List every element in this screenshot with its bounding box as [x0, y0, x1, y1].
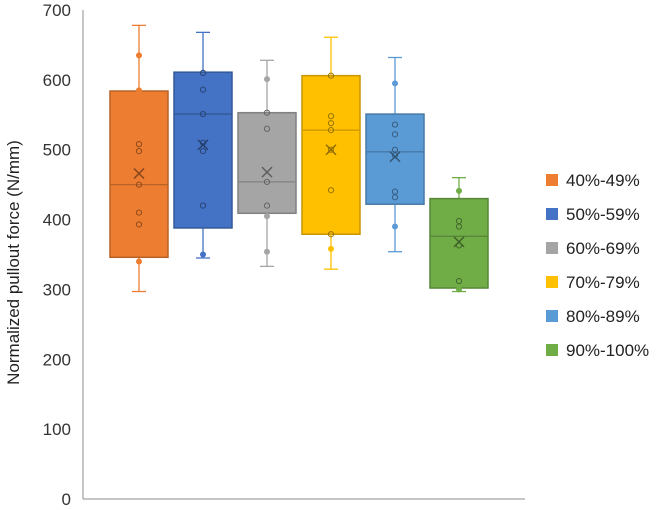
data-point [263, 178, 271, 185]
data-point [391, 188, 399, 195]
y-tick-label: 300 [43, 280, 71, 299]
data-point [136, 52, 142, 59]
data-point [263, 125, 271, 132]
legend-label: 40%-49% [566, 171, 640, 190]
data-point [135, 148, 143, 155]
data-point [135, 221, 143, 228]
data-point [135, 141, 143, 148]
data-point [199, 69, 207, 76]
mean-marker [453, 236, 465, 248]
box-iqr [173, 71, 233, 229]
y-tick-label: 0 [62, 490, 71, 509]
box-series [301, 36, 361, 270]
data-point [327, 127, 335, 134]
data-point [392, 223, 398, 230]
mean-marker [197, 139, 209, 151]
box-iqr [237, 111, 297, 215]
box-series [173, 31, 233, 259]
data-point [392, 80, 398, 87]
legend-label: 90%-100% [566, 341, 649, 360]
box-series [429, 177, 489, 293]
data-point [264, 76, 270, 83]
mean-marker [133, 167, 145, 179]
data-point [328, 245, 334, 252]
box-series-group [109, 24, 489, 293]
data-point [136, 87, 142, 94]
data-point [135, 181, 143, 188]
data-point [199, 110, 207, 118]
data-point [264, 248, 270, 255]
box-series [109, 24, 169, 293]
data-point [455, 277, 463, 285]
legend-label: 50%-59% [566, 205, 640, 224]
data-point [391, 121, 399, 128]
y-axis-title: Normalized pullout force (N/mm) [4, 140, 23, 385]
data-point [199, 202, 207, 209]
legend-label: 70%-79% [566, 273, 640, 292]
mean-marker [261, 166, 273, 178]
legend: 40%-49% 50%-59% 60%-69% 70%-79% 80%-89% 90%-1… [546, 171, 649, 360]
data-point [199, 148, 207, 155]
data-point [391, 146, 399, 153]
y-tick-label: 400 [43, 211, 71, 230]
y-tick-label: 100 [43, 420, 71, 439]
legend-swatch [546, 174, 558, 186]
data-point [456, 286, 462, 293]
y-tick-label: 700 [43, 1, 71, 20]
data-point [455, 217, 463, 225]
legend-swatch [546, 310, 558, 322]
data-point [136, 258, 142, 265]
mean-marker [389, 151, 401, 163]
box-iqr [301, 74, 361, 235]
legend-swatch [546, 208, 558, 220]
data-point [456, 187, 462, 194]
box-series [237, 59, 297, 268]
legend-label: 60%-69% [566, 239, 640, 258]
legend-swatch [546, 344, 558, 356]
legend-swatch [546, 276, 558, 288]
data-point [327, 146, 335, 153]
data-point [327, 72, 335, 79]
data-point [200, 251, 206, 258]
data-point [327, 120, 335, 127]
data-point [327, 113, 335, 120]
box-series [365, 56, 425, 253]
data-point [263, 202, 271, 209]
mean-marker [325, 144, 337, 156]
y-axis: 0 100 200 300 400 500 600 700 [43, 1, 525, 509]
y-tick-label: 500 [43, 141, 71, 160]
legend-label: 80%-89% [566, 307, 640, 326]
data-point [327, 231, 335, 238]
data-point [135, 209, 143, 216]
data-point [327, 187, 335, 194]
data-point [391, 131, 399, 138]
legend-swatch [546, 242, 558, 254]
data-point [264, 213, 270, 220]
data-point [263, 109, 271, 116]
box-iqr [429, 197, 489, 289]
y-tick-label: 200 [43, 350, 71, 369]
y-tick-label: 600 [43, 71, 71, 90]
data-point [199, 86, 207, 93]
